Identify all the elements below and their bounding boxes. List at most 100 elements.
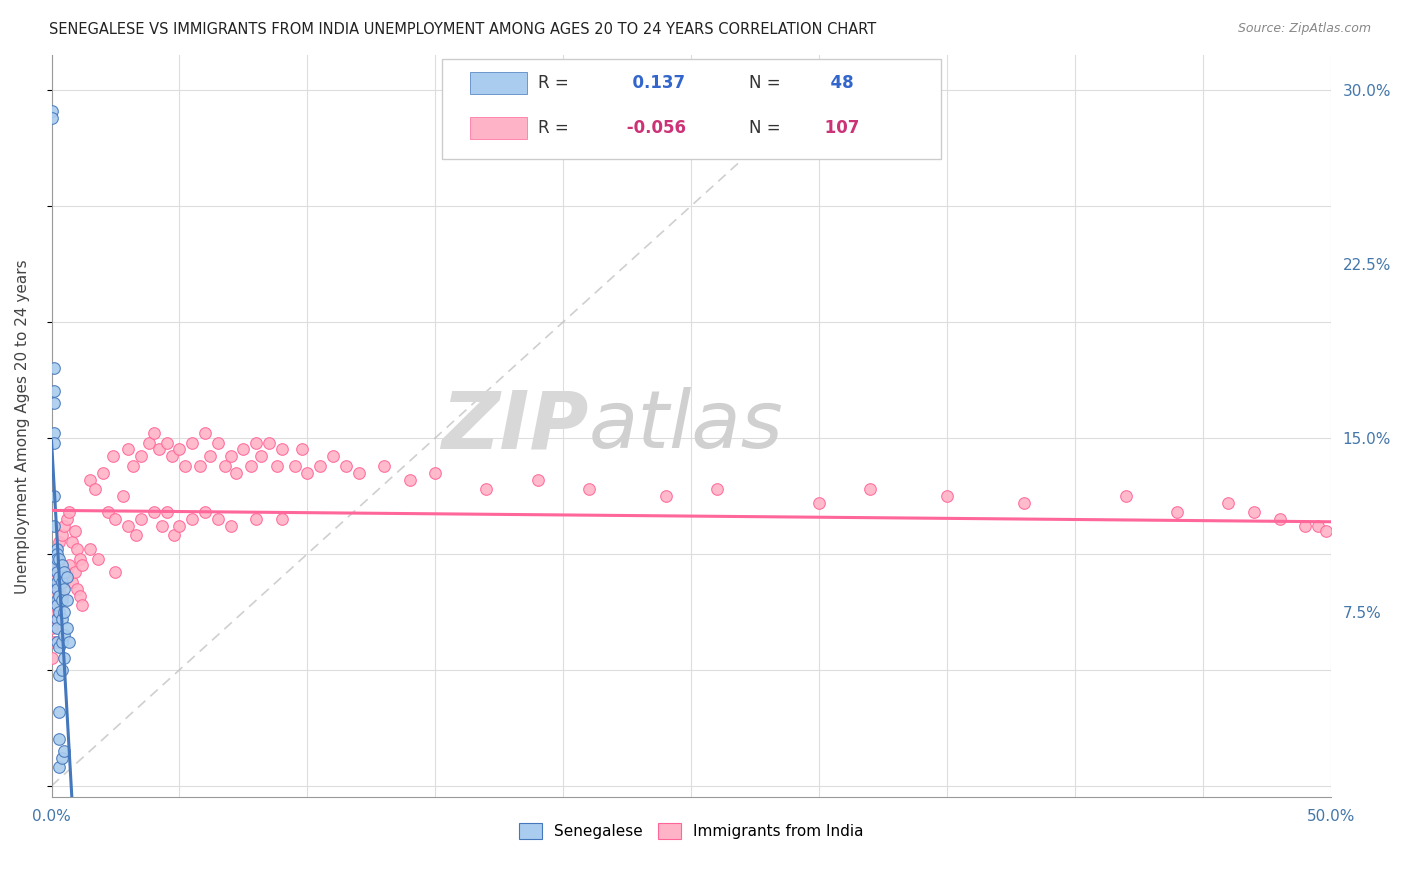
- Point: [163, 528, 186, 542]
- Text: 107: 107: [820, 119, 859, 136]
- Point: [117, 442, 139, 457]
- Point: [58, 558, 80, 573]
- Text: -0.056: -0.056: [621, 119, 686, 136]
- Point: [66, 542, 89, 557]
- Point: [48, 582, 70, 596]
- Point: [1166, 505, 1188, 519]
- Point: [48, 760, 70, 774]
- Point: [45, 612, 67, 626]
- Point: [1115, 489, 1137, 503]
- Point: [41, 605, 63, 619]
- Point: [1268, 512, 1291, 526]
- Point: [45, 635, 67, 649]
- Point: [1012, 496, 1035, 510]
- Point: [104, 566, 127, 580]
- Point: [142, 505, 165, 519]
- FancyBboxPatch shape: [470, 117, 527, 139]
- Point: [257, 435, 280, 450]
- Point: [373, 458, 395, 473]
- Point: [51, 593, 73, 607]
- Point: [41, 589, 63, 603]
- Point: [53, 605, 76, 619]
- Point: [41, 558, 63, 573]
- Point: [101, 450, 124, 464]
- Point: [335, 458, 357, 473]
- Point: [219, 519, 242, 533]
- Point: [291, 442, 314, 457]
- Point: [48, 605, 70, 619]
- Point: [207, 435, 229, 450]
- Point: [240, 458, 263, 473]
- Point: [173, 458, 195, 473]
- Point: [60, 574, 83, 589]
- Point: [169, 519, 191, 533]
- Point: [245, 435, 267, 450]
- Point: [51, 528, 73, 542]
- Point: [117, 519, 139, 533]
- Point: [42, 489, 65, 503]
- Point: [79, 473, 101, 487]
- Point: [104, 512, 127, 526]
- Point: [42, 547, 65, 561]
- Point: [42, 598, 65, 612]
- Point: [129, 512, 152, 526]
- Point: [654, 489, 676, 503]
- Point: [41, 103, 63, 118]
- Text: atlas: atlas: [589, 387, 783, 466]
- Point: [808, 496, 831, 510]
- Point: [309, 458, 332, 473]
- Point: [53, 582, 76, 596]
- Point: [56, 570, 79, 584]
- Point: [69, 551, 91, 566]
- Point: [53, 744, 76, 758]
- Text: R =: R =: [537, 74, 568, 93]
- Point: [63, 524, 86, 538]
- Point: [859, 482, 882, 496]
- Point: [58, 635, 80, 649]
- Text: 48: 48: [820, 74, 853, 93]
- Point: [86, 551, 108, 566]
- Point: [250, 450, 273, 464]
- Point: [53, 519, 76, 533]
- Point: [160, 450, 183, 464]
- Point: [219, 450, 242, 464]
- Point: [45, 593, 67, 607]
- Text: N =: N =: [748, 119, 780, 136]
- Point: [156, 505, 179, 519]
- Point: [51, 558, 73, 573]
- Point: [181, 435, 204, 450]
- Point: [51, 751, 73, 765]
- Point: [398, 473, 420, 487]
- Point: [42, 396, 65, 410]
- Point: [148, 442, 170, 457]
- Text: 0.137: 0.137: [621, 74, 685, 93]
- Point: [84, 482, 107, 496]
- Point: [156, 435, 179, 450]
- Point: [41, 111, 63, 125]
- Point: [214, 458, 236, 473]
- Point: [42, 558, 65, 573]
- Point: [169, 442, 191, 457]
- Point: [69, 589, 91, 603]
- Point: [45, 582, 67, 596]
- Point: [97, 505, 120, 519]
- Point: [70, 598, 93, 612]
- Point: [194, 426, 217, 441]
- Point: [181, 512, 204, 526]
- Legend: Senegalese, Immigrants from India: Senegalese, Immigrants from India: [513, 817, 870, 846]
- Point: [45, 566, 67, 580]
- Point: [48, 535, 70, 549]
- Point: [51, 589, 73, 603]
- Text: SENEGALESE VS IMMIGRANTS FROM INDIA UNEMPLOYMENT AMONG AGES 20 TO 24 YEARS CORRE: SENEGALESE VS IMMIGRANTS FROM INDIA UNEM…: [49, 22, 876, 37]
- Point: [1218, 496, 1240, 510]
- Point: [41, 621, 63, 635]
- Point: [58, 505, 80, 519]
- Point: [347, 466, 370, 480]
- Point: [48, 667, 70, 681]
- Point: [207, 512, 229, 526]
- Point: [45, 566, 67, 580]
- Point: [51, 574, 73, 589]
- Point: [1294, 519, 1316, 533]
- Point: [138, 435, 160, 450]
- Point: [475, 482, 498, 496]
